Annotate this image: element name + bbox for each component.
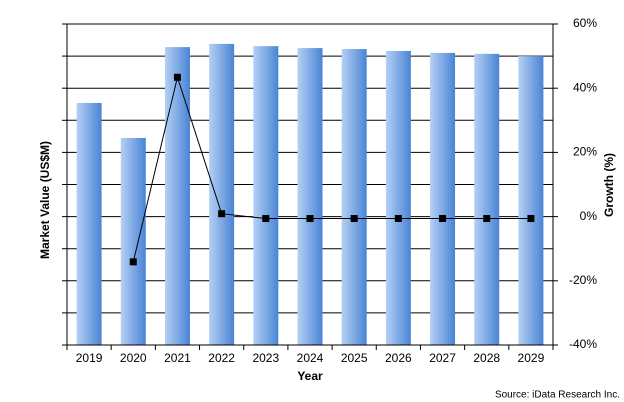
point bbox=[439, 215, 447, 223]
x-tick-label: 2026 bbox=[385, 351, 412, 365]
x-tick-label: 2027 bbox=[429, 351, 456, 365]
bar bbox=[164, 47, 190, 345]
y2-tick-label: 0% bbox=[580, 209, 598, 223]
bar bbox=[341, 49, 367, 346]
y-axis-label: Market Value (US$M) bbox=[38, 141, 52, 259]
x-tick-label: 2028 bbox=[473, 351, 500, 365]
y2-tick-label: -20% bbox=[569, 273, 597, 287]
bar bbox=[76, 102, 102, 345]
point bbox=[129, 258, 137, 266]
y2-tick-label: -40% bbox=[569, 337, 597, 351]
x-axis-label: Year bbox=[297, 369, 323, 383]
bar bbox=[297, 48, 323, 345]
y2-tick-label: 20% bbox=[573, 145, 597, 159]
bar bbox=[474, 53, 500, 346]
x-tick-label: 2020 bbox=[120, 351, 147, 365]
source: Source: iData Research Inc. bbox=[495, 390, 620, 401]
x-tick-label: 2025 bbox=[341, 351, 368, 365]
point bbox=[350, 215, 358, 223]
point bbox=[483, 215, 491, 223]
bar bbox=[430, 52, 456, 345]
x-tick-label: 2029 bbox=[518, 351, 545, 365]
line bbox=[132, 75, 531, 262]
point bbox=[527, 215, 535, 223]
x-tick-label: 2023 bbox=[252, 351, 279, 365]
x-tick-label: 2022 bbox=[208, 351, 235, 365]
bar bbox=[253, 46, 279, 346]
bar bbox=[120, 137, 146, 345]
x-tick-label: 2024 bbox=[297, 351, 324, 365]
y2-tick-label: 40% bbox=[573, 80, 597, 94]
x-tick-label: 2021 bbox=[164, 351, 191, 365]
bar bbox=[209, 43, 235, 345]
bar bbox=[518, 56, 544, 345]
point bbox=[394, 215, 402, 223]
point bbox=[262, 215, 270, 223]
point bbox=[218, 210, 226, 218]
y2-axis-label: Growth (%) bbox=[602, 153, 616, 217]
y2-tick-label: 60% bbox=[573, 16, 597, 30]
point bbox=[173, 73, 181, 81]
point bbox=[306, 215, 314, 223]
x-tick-label: 2019 bbox=[76, 351, 103, 365]
bar bbox=[385, 50, 411, 346]
